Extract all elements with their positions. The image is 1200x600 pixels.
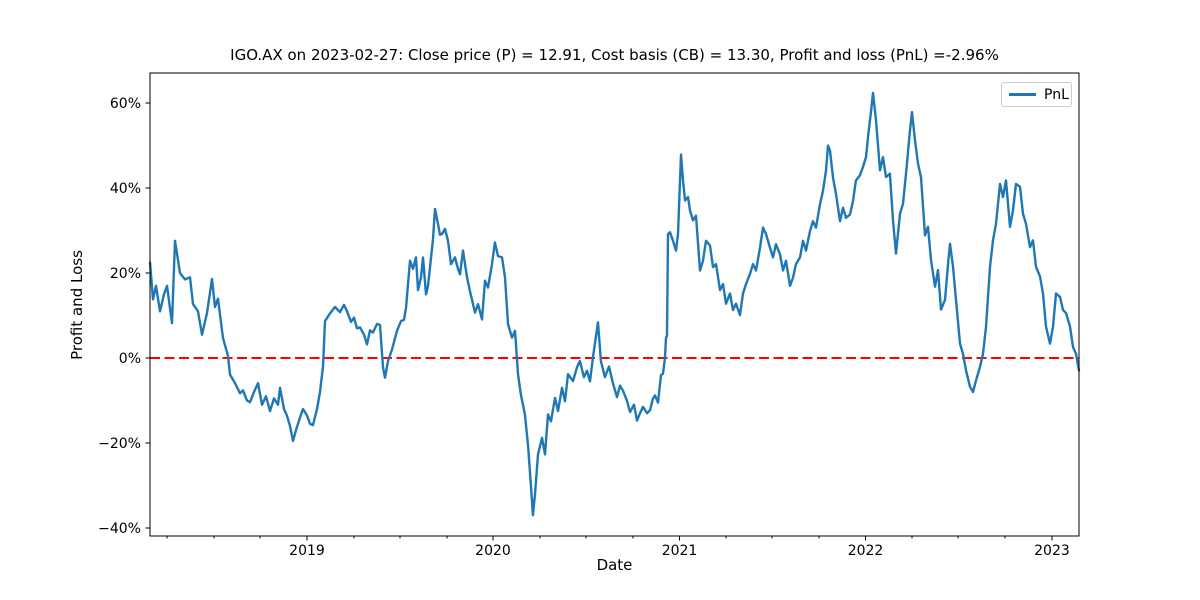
- x-tick-label: 2019: [289, 543, 325, 559]
- pnl-line: [148, 91, 1081, 517]
- legend-label: PnL: [1044, 86, 1069, 103]
- x-tick-label: 2020: [475, 543, 511, 559]
- y-tick-label: 20%: [110, 266, 141, 282]
- y-tick-label: 0%: [119, 351, 141, 367]
- legend-line-sample: [1009, 93, 1036, 96]
- axes-frame: [149, 72, 1080, 537]
- y-tick-label: −40%: [98, 521, 141, 537]
- y-tick-label: −20%: [98, 436, 141, 452]
- y-tick-label: 40%: [110, 181, 141, 197]
- legend: PnL: [1001, 82, 1072, 107]
- x-tick-label: 2023: [1034, 543, 1070, 559]
- y-tick-label: 60%: [110, 96, 141, 112]
- x-tick-label: 2022: [848, 543, 884, 559]
- x-axis-label: Date: [596, 556, 633, 574]
- chart-title: IGO.AX on 2023-02-27: Close price (P) = …: [230, 46, 999, 64]
- x-tick-label: 2021: [662, 543, 698, 559]
